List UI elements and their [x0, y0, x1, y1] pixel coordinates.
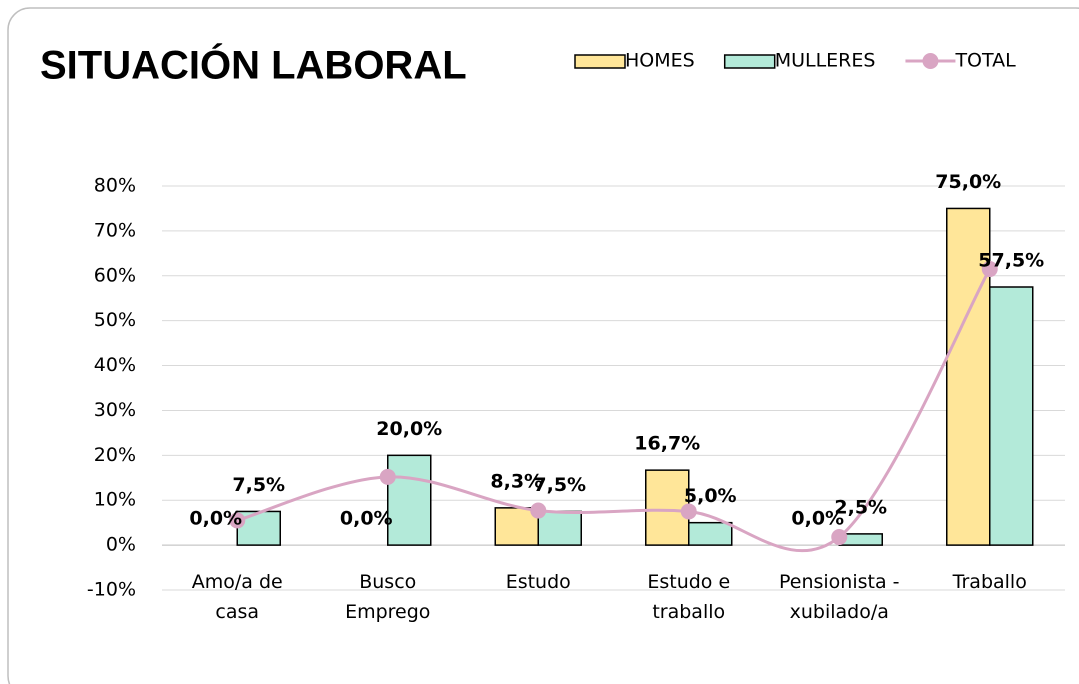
line-marker [229, 512, 246, 529]
data-label: 16,7% [634, 433, 700, 455]
x-tick-label: Busco Emprego [345, 571, 431, 624]
data-label: 5,0% [684, 485, 737, 507]
data-label: 0,0% [791, 508, 844, 530]
y-tick-label: 70% [94, 219, 136, 241]
bar [946, 207, 991, 546]
y-tick-label: 80% [94, 175, 136, 197]
data-label: 0,0% [340, 508, 393, 530]
y-tick-label: 40% [94, 354, 136, 376]
legend-swatch [723, 54, 776, 69]
bar [537, 510, 582, 546]
data-label: 2,5% [834, 496, 887, 518]
legend-swatch [922, 53, 939, 69]
legend-label: MULLERES [775, 50, 876, 72]
line-marker [530, 502, 547, 519]
y-tick-label: 20% [94, 444, 136, 466]
bar [387, 454, 432, 546]
data-label: 7,5% [533, 474, 586, 496]
data-label: 7,5% [232, 474, 285, 496]
legend-label: TOTAL [954, 50, 1016, 72]
data-label: 57,5% [978, 250, 1044, 272]
x-tick-label: Amo/a de casa [191, 571, 283, 624]
bar [688, 521, 733, 546]
data-label: 0,0% [189, 508, 242, 530]
y-tick-label: -10% [87, 579, 136, 601]
line-marker [981, 261, 998, 278]
y-tick-label: 0% [106, 534, 136, 556]
data-label: 8,3% [490, 470, 543, 492]
line-marker [680, 503, 697, 520]
y-tick-label: 30% [94, 399, 136, 421]
y-tick-label: 60% [94, 264, 136, 286]
line-marker [379, 468, 396, 485]
x-tick-label: Traballo [952, 571, 1027, 594]
y-tick-label: 50% [94, 309, 136, 331]
legend-swatch [574, 54, 626, 69]
data-label: 75,0% [935, 171, 1001, 193]
legend-label: HOMES [625, 50, 695, 72]
x-tick-label: Estudo [505, 571, 571, 594]
line-marker [831, 529, 848, 546]
x-tick-label: Pensionista - xubilado/a [778, 571, 900, 624]
data-label: 20,0% [376, 418, 442, 440]
y-tick-label: 10% [94, 489, 136, 511]
chart-title: SITUACIÓN LABORAL [40, 42, 467, 88]
bar [989, 286, 1034, 546]
x-tick-label: Estudo e traballo [647, 571, 731, 624]
